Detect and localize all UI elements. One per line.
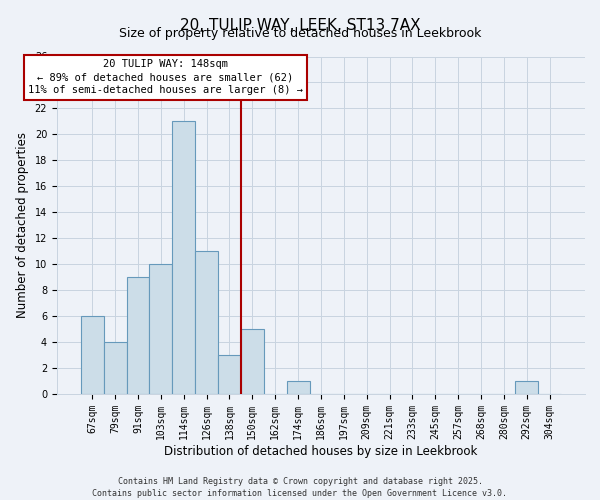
Text: 20, TULIP WAY, LEEK, ST13 7AX: 20, TULIP WAY, LEEK, ST13 7AX (179, 18, 421, 32)
Y-axis label: Number of detached properties: Number of detached properties (16, 132, 29, 318)
Bar (81, 316, 104, 394)
Bar (241, 329, 264, 394)
Bar (149, 264, 172, 394)
Text: Contains HM Land Registry data © Crown copyright and database right 2025.
Contai: Contains HM Land Registry data © Crown c… (92, 476, 508, 498)
Bar (218, 355, 241, 394)
Bar (127, 277, 149, 394)
X-axis label: Distribution of detached houses by size in Leekbrook: Distribution of detached houses by size … (164, 444, 478, 458)
Bar (287, 381, 310, 394)
Bar (195, 251, 218, 394)
Text: Size of property relative to detached houses in Leekbrook: Size of property relative to detached ho… (119, 28, 481, 40)
Bar (104, 342, 127, 394)
Text: 20 TULIP WAY: 148sqm
← 89% of detached houses are smaller (62)
11% of semi-detac: 20 TULIP WAY: 148sqm ← 89% of detached h… (28, 59, 303, 96)
Bar (172, 122, 195, 394)
Bar (515, 381, 538, 394)
